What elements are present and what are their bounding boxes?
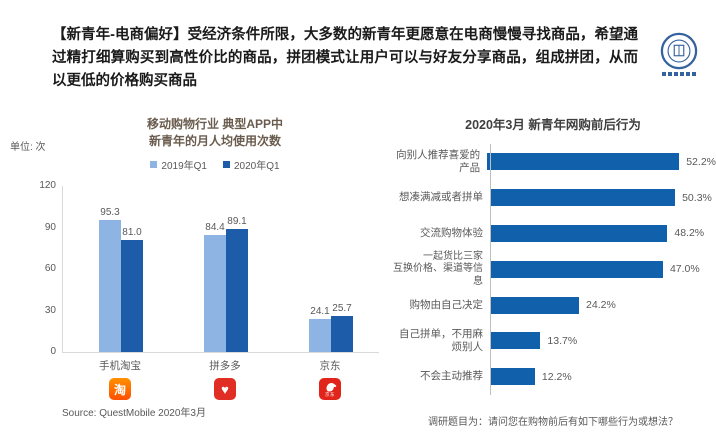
bar-value-label: 81.0	[122, 226, 142, 238]
bar-value-label: 89.1	[227, 215, 247, 227]
bar-rows: 向别人推荐喜爱的产品 52.2% 想凑满减或者拼单 50.3% 交流购物体验 48.2% 一…	[390, 144, 716, 395]
x-category-label: 手机淘宝	[99, 360, 141, 372]
hbar-row: 自己拼单，不用麻烦别人 13.7%	[390, 323, 716, 359]
horizontal-bar-chart: 2020年3月 新青年网购前后行为 向别人推荐喜爱的产品 52.2% 想凑满减或者拼…	[390, 112, 716, 436]
legend-item: 2020年Q1	[223, 157, 280, 172]
page-title: 【新青年-电商偏好】受经济条件所限，大多数的新青年更愿意在电商慢慢寻找商品，希望…	[52, 27, 638, 89]
x-category-label: 拼多多	[209, 360, 241, 372]
hbar	[490, 368, 535, 386]
hbar-category-label: 想凑满减或者拼单	[399, 191, 483, 204]
y-axis-tick: 0	[50, 346, 56, 357]
hbar	[487, 153, 680, 171]
bar-value-label: 24.1	[310, 305, 330, 317]
hbar-category-label: 一起货比三家 互换价格、渠道等信息	[393, 250, 483, 287]
bar-value-label: 95.3	[100, 207, 120, 219]
plot-area: 95.3 81.0 84.4 89.1 24.1 25.7	[62, 186, 379, 353]
category-axis-line	[490, 144, 491, 395]
source-note: Source: QuestMobile 2020年3月	[62, 408, 206, 419]
grouped-bar-chart: 单位: 次 移动购物行业 典型APP中 新青年的月人均使用次数 2019年Q1 2…	[0, 112, 390, 436]
y-axis-tick: 120	[39, 180, 56, 191]
hbar-row: 购物由自己决定 24.2%	[390, 287, 716, 323]
legend-item: 2019年Q1	[150, 157, 207, 172]
bar	[331, 316, 353, 352]
hbar-row: 交流购物体验 48.2%	[390, 216, 716, 252]
y-axis-tick: 60	[44, 263, 56, 274]
hbar-value-label: 24.2%	[586, 299, 616, 312]
pinduoduo-app-icon: ♥	[214, 378, 236, 400]
bar	[204, 235, 226, 352]
x-category-label: 京东	[319, 360, 341, 372]
hbar-category-label: 自己拼单，不用麻烦别人	[399, 328, 483, 353]
bar	[121, 239, 143, 352]
hbar-value-label: 50.3%	[682, 191, 712, 204]
hbar	[490, 332, 541, 350]
jd-app-icon: 京东	[319, 378, 341, 400]
bar-value-label: 25.7	[332, 303, 352, 315]
bar	[226, 228, 248, 352]
y-axis-tick: 30	[44, 304, 56, 316]
jd-dog-glyph	[326, 382, 336, 392]
legend-swatch	[223, 161, 230, 168]
taobao-app-icon: 淘	[109, 378, 131, 400]
hbar-category-label: 不会主动推荐	[420, 370, 483, 383]
pinduoduo-heart-glyph: ♥	[221, 381, 229, 397]
hbar-value-label: 48.2%	[674, 227, 705, 240]
bar	[309, 318, 331, 352]
seal-caption-glyphs	[662, 72, 696, 76]
left-chart-title-line2: 新青年的月人均使用次数	[148, 134, 281, 148]
hbar-category-label: 向别人推荐喜爱的产品	[396, 149, 481, 174]
hbar-value-label: 47.0%	[669, 263, 700, 276]
legend-label: 2019年Q1	[161, 161, 207, 172]
y-axis-tick: 90	[44, 221, 56, 233]
hbar	[490, 224, 668, 242]
hbar-row: 想凑满减或者拼单 50.3%	[390, 180, 716, 216]
hbar-category-label: 交流购物体验	[420, 227, 483, 240]
hbar-value-label: 52.2%	[686, 155, 716, 168]
circular-seal-icon	[660, 32, 698, 70]
bar	[99, 220, 121, 352]
hbar	[490, 296, 580, 314]
hbar-value-label: 13.7%	[547, 334, 578, 347]
hbar-row: 向别人推荐喜爱的产品 52.2%	[390, 144, 716, 180]
hbar-category-label: 购物由自己决定	[409, 298, 484, 311]
legend-label: 2020年Q1	[234, 161, 280, 172]
jd-text: 京东	[325, 392, 335, 397]
legend-swatch	[150, 161, 158, 168]
taobao-glyph: 淘	[113, 382, 126, 397]
bar-value-label: 84.4	[205, 222, 225, 234]
y-axis-ticks: 0 30 60 90 120	[16, 180, 56, 357]
organization-logo	[656, 32, 702, 82]
left-chart-title: 移动购物行业 典型APP中 新青年的月人均使用次数	[80, 116, 350, 150]
hbar	[490, 260, 663, 278]
hbar-row: 一起货比三家 互换价格、渠道等信息 47.0%	[390, 251, 716, 287]
left-chart-title-line1: 移动购物行业 典型APP中	[146, 117, 283, 131]
right-chart-title: 2020年3月 新青年网购前后行为	[465, 118, 641, 132]
hbar	[490, 189, 676, 207]
hbar-value-label: 12.2%	[541, 370, 572, 383]
hbar-row: 不会主动推荐 12.2%	[390, 359, 716, 395]
y-axis-unit-label: 单位: 次	[10, 142, 46, 153]
chart-legend: 2019年Q1 2020年Q1	[80, 157, 350, 172]
survey-question-footnote: 调研题目为：请问您在购物前后有如下哪些行为或想法？	[428, 417, 678, 428]
